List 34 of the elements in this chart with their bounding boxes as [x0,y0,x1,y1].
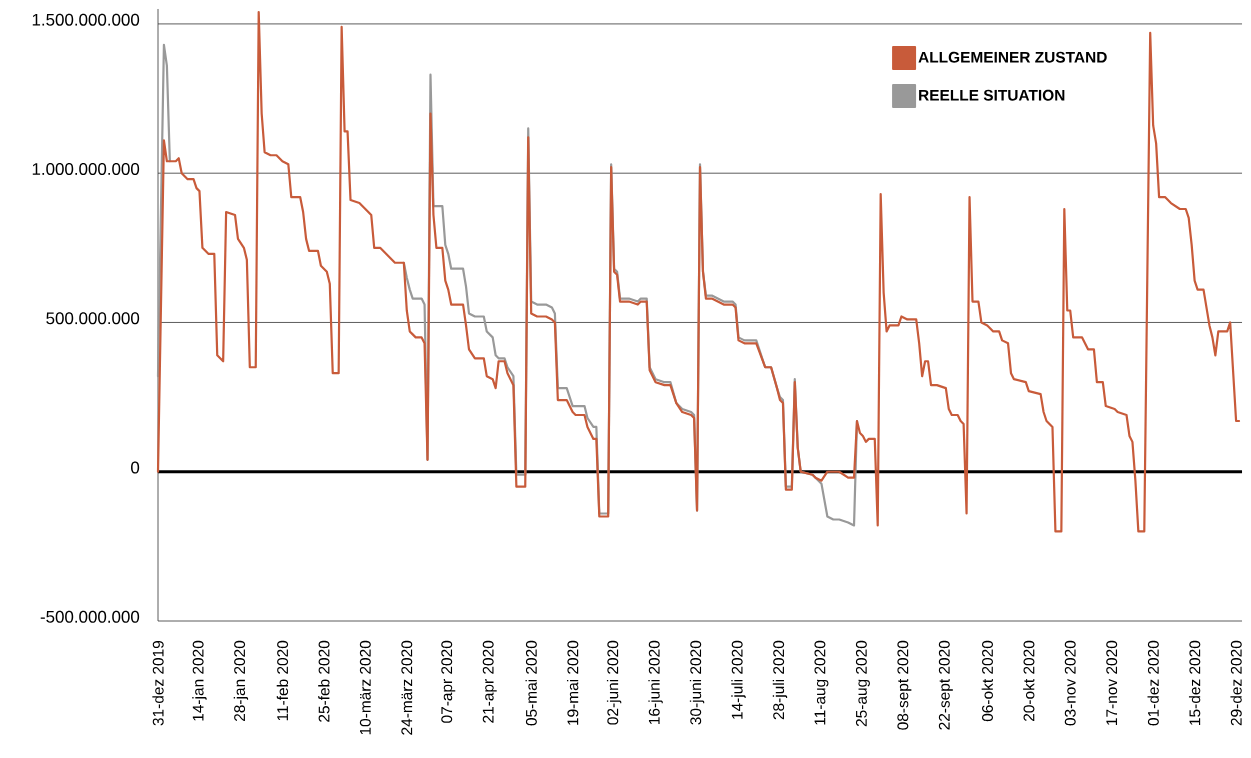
x-tick-label: 02-juni 2020 [606,640,622,725]
x-tick-label: 01-dez 2020 [1147,640,1159,726]
x-tick-label: 19-mai 2020 [566,640,579,725]
x-tick-label: 05-mai 2020 [525,640,537,726]
y-tick-label: 0 [131,461,140,474]
x-tick-label: 20-okt 2020 [1023,640,1035,721]
x-tick-label: 03-nov 2020 [1064,640,1076,726]
x-tick-label: 17-nov 2020 [1106,640,1118,725]
x-tick-label: 24-märz 2020 [401,640,413,735]
x-tick-label: 25-feb 2020 [318,640,330,722]
x-tick-label: 08-sept 2020 [897,640,912,730]
y-tick-label: -500.000.000 [40,610,140,623]
x-tick-label: 15-dez 2020 [1188,640,1201,725]
y-tick-label: 500.000.000 [46,312,140,325]
x-tick-label: 16-juni 2020 [648,640,663,725]
x-tick-label: 11-feb 2020 [276,640,289,721]
x-tick-label: 06-okt 2020 [981,640,993,722]
x-tick-label: 10-märz 2020 [359,640,371,735]
x-tick-label: 14-jan 2020 [192,640,207,721]
x-tick-label: 07-apr 2020 [441,640,456,723]
y-tick-label: 1.000.000.000 [32,162,140,175]
x-tick-label: 21-apr 2020 [482,640,497,723]
x-tick-label: 11-aug 2020 [814,640,829,725]
x-tick-label: 14-juli 2020 [731,640,746,719]
y-tick-label: 1.500.000.000 [32,13,140,26]
x-tick-label: 31-dez 2019 [152,640,164,726]
x-tick-label: 28-jan 2020 [233,640,249,721]
x-tick-label: 30-juni 2020 [689,640,705,725]
legend-label: ALLGEMEINER ZUSTAND [918,51,1107,63]
x-tick-label: 28-juli 2020 [772,640,788,720]
legend-label: REELLE SITUATION [919,89,1065,101]
x-tick-label: 22-sept 2020 [938,640,953,730]
x-tick-label: 25-aug 2020 [855,640,870,727]
x-tick-label: 29-dez 2020 [1230,640,1242,726]
